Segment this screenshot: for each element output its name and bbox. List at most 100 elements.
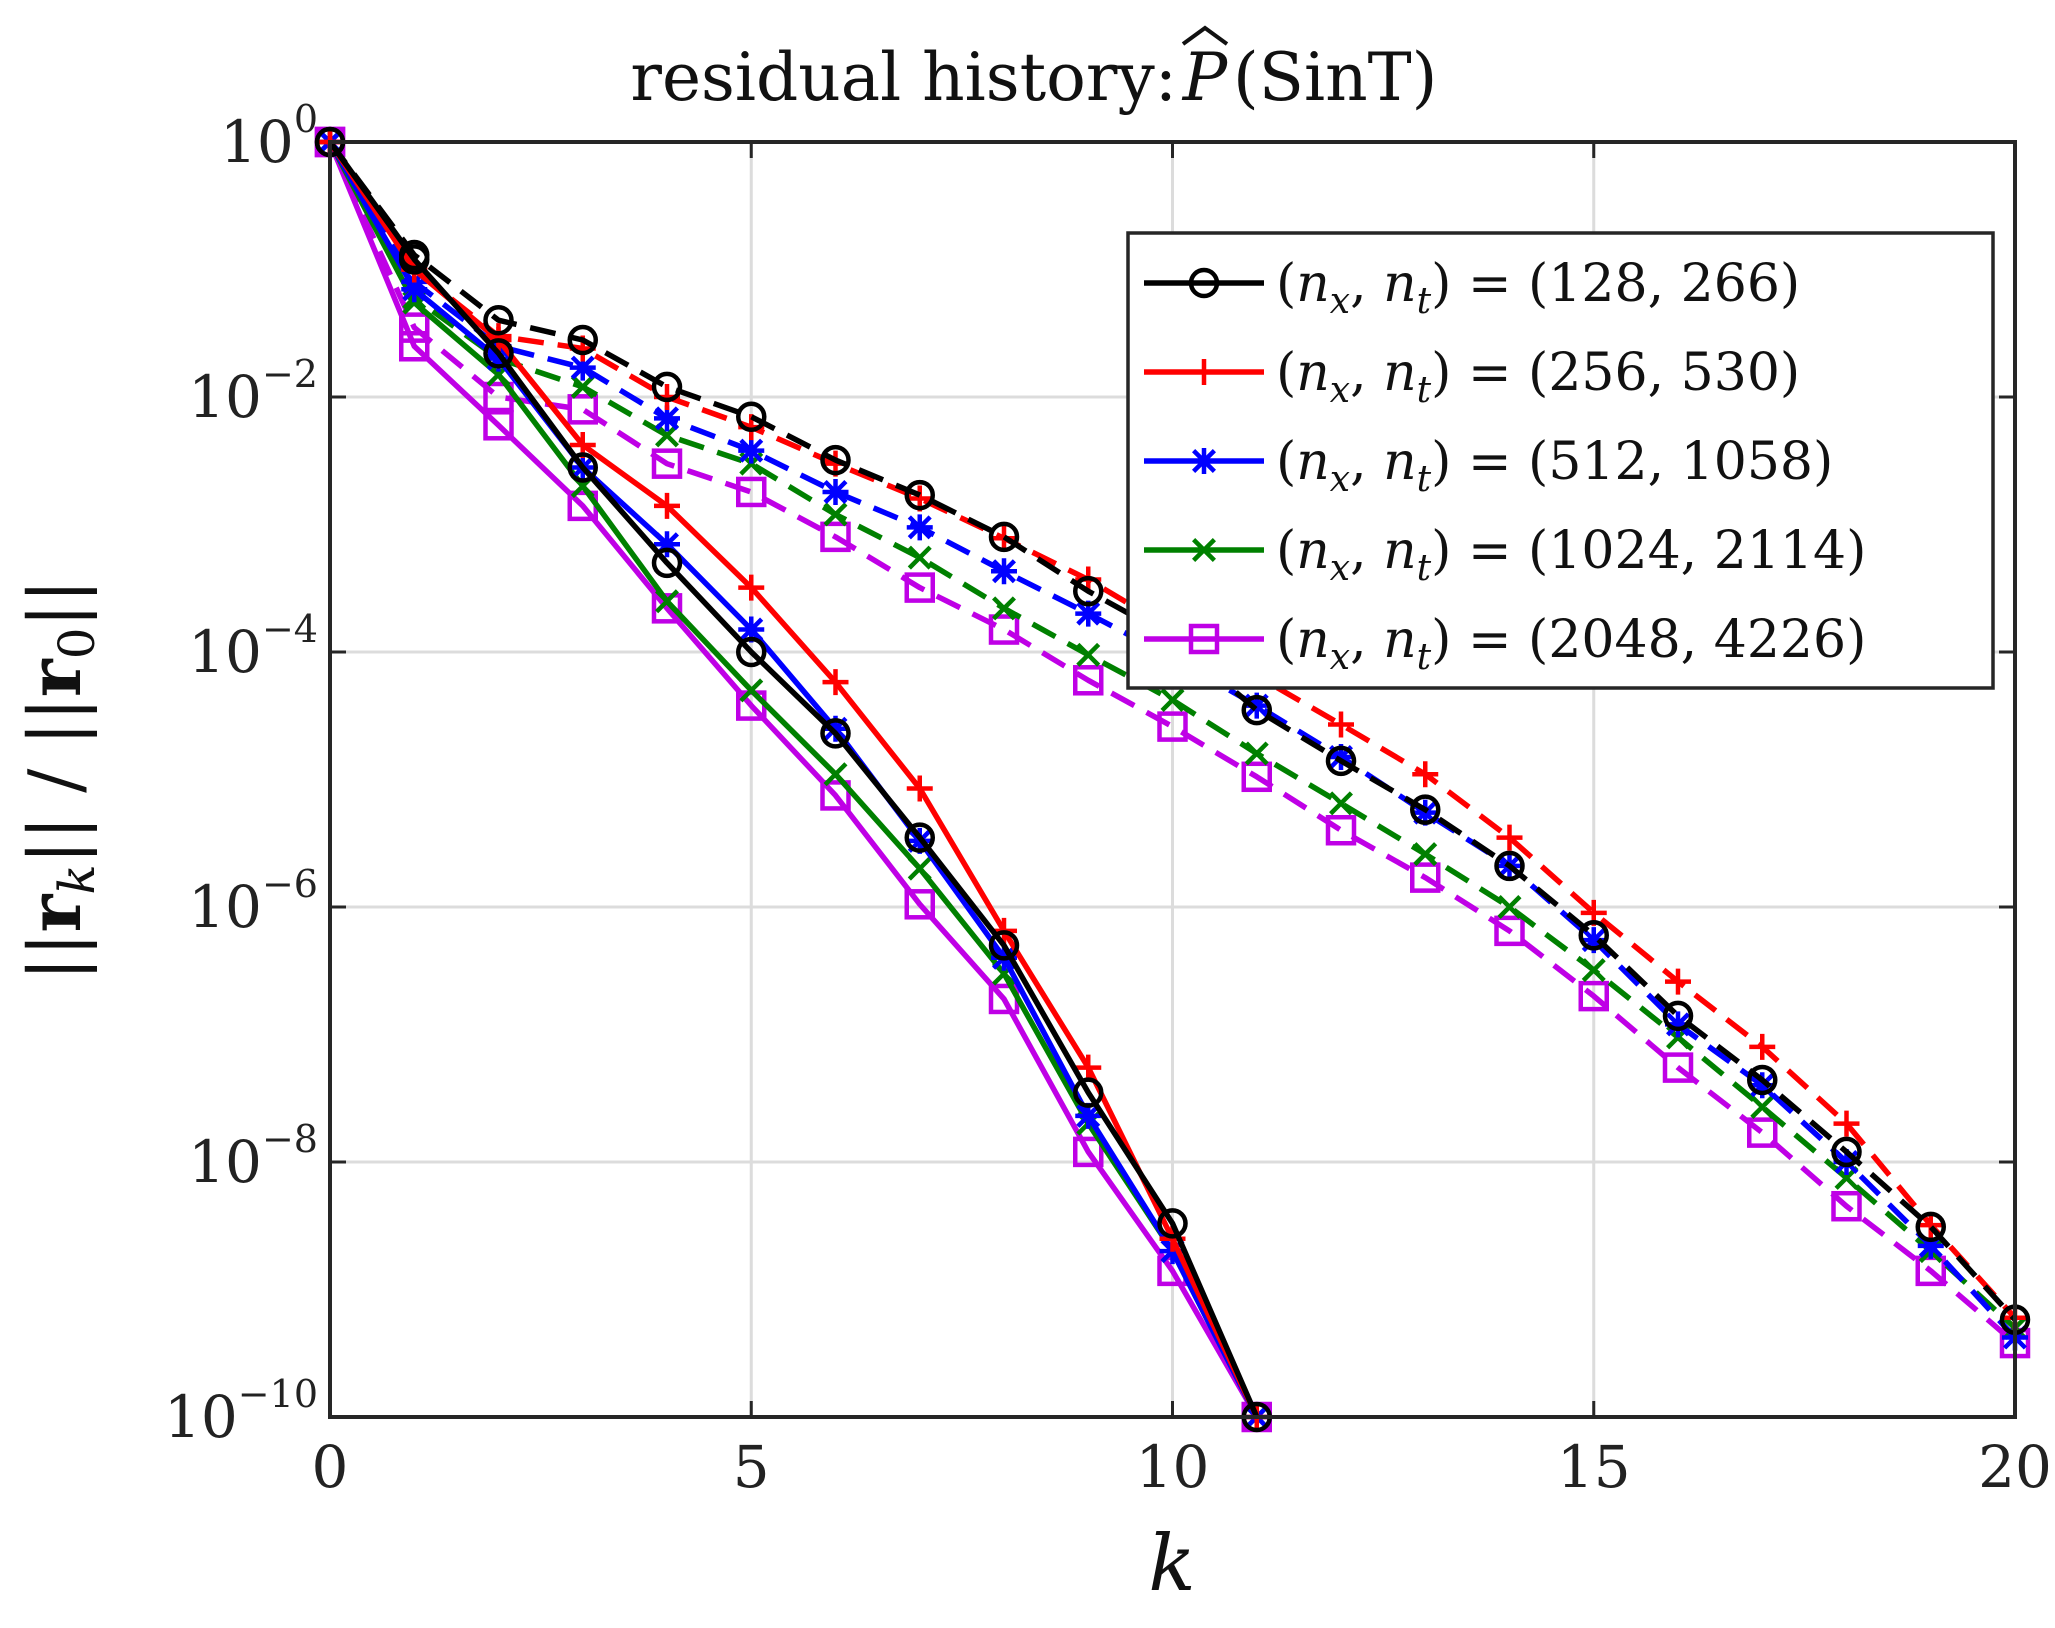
series-0-dashed-point xyxy=(651,371,683,403)
series-4-dashed-point xyxy=(1157,711,1188,742)
legend-item-0: (nx, nt) = (128, 266) xyxy=(1144,254,1800,322)
series-0-solid-point xyxy=(736,636,767,668)
series-4-dashed-point xyxy=(1578,980,1609,1012)
series-2-dashed-point xyxy=(738,437,765,464)
series-3-solid-point xyxy=(739,678,764,703)
series-0-dashed-point xyxy=(1241,694,1272,726)
y-tick-label: 10−4 xyxy=(188,607,318,686)
y-axis-label: ||rk|| / ||r0|| xyxy=(12,579,106,981)
series-4-dashed-point xyxy=(1410,862,1441,893)
series-2-dashed-point xyxy=(991,558,1017,585)
y-tick-label: 10−2 xyxy=(188,352,318,431)
legend: (nx, nt) = (128, 266) (nx, nt) = (256, 53… xyxy=(1126,231,1995,690)
legend-marker xyxy=(1192,538,1216,562)
series-2-dashed-point xyxy=(1243,692,1270,719)
series-1-solid-point xyxy=(906,775,933,802)
series-0-dashed-point xyxy=(1662,1000,1694,1032)
series-0-dashed-point xyxy=(1494,850,1525,882)
series-2-dashed-point xyxy=(1075,600,1102,627)
series-2-solid-line xyxy=(327,140,1260,1419)
series-0-solid-point xyxy=(483,338,514,369)
series-0-dashed-point xyxy=(988,521,1020,553)
series-0-solid-point xyxy=(399,244,430,275)
series-0-solid-point xyxy=(1157,1208,1188,1239)
x-tick-label: 20 xyxy=(1978,1433,2052,1501)
series-1-dashed-point xyxy=(1412,761,1439,788)
legend-marker xyxy=(1191,448,1217,474)
chart-title-symbol: P xyxy=(1182,39,1229,116)
series-3-dashed-point xyxy=(823,502,848,527)
series-0-dashed-point xyxy=(1831,1136,1862,1168)
series-2-solid-point xyxy=(738,616,765,643)
series-3-dashed-point xyxy=(1244,741,1269,766)
series-2-solid-point xyxy=(1075,1102,1102,1129)
series-3-dashed-point xyxy=(1413,842,1438,867)
series-3-dashed-point xyxy=(1750,1095,1775,1119)
series-1-solid-point xyxy=(654,492,680,519)
chart-title-prefix: residual history: xyxy=(630,39,1177,116)
series-0-solid-line xyxy=(327,140,1260,1419)
legend-item-3: (nx, nt) = (1024, 2114) xyxy=(1144,521,1866,589)
series-0-dashed-point xyxy=(1747,1064,1778,1096)
series-4-dashed-point xyxy=(1073,665,1104,696)
legend-box xyxy=(1126,231,1995,690)
series-0-solid-point xyxy=(567,452,598,483)
series-2-dashed-point xyxy=(906,514,933,541)
series-4-solid-point xyxy=(483,410,514,441)
legend-marker xyxy=(1191,359,1217,385)
grid-lines xyxy=(330,142,2015,1417)
y-axis-label-text: ||rk|| / ||r0|| xyxy=(12,579,106,981)
chart-title: residual history: P (SinT) xyxy=(630,25,1437,116)
series-3-solid-line xyxy=(327,140,1260,1419)
series-0-dashed-point xyxy=(1410,794,1441,825)
x-tick-label: 0 xyxy=(312,1433,349,1501)
series-4-solid-point xyxy=(651,593,683,624)
series-1-dashed-point xyxy=(1749,1033,1776,1060)
series-3-solid-point xyxy=(823,762,848,787)
series-3-dashed-point xyxy=(992,596,1016,621)
legend-marker xyxy=(1188,623,1220,655)
series-0-dashed-point xyxy=(483,304,514,336)
series-1-solid-point xyxy=(1075,1054,1102,1081)
series-3-dashed-point xyxy=(907,545,932,570)
legend-item-4: (nx, nt) = (2048, 4226) xyxy=(1144,610,1866,678)
legend-label: (nx, nt) = (2048, 4226) xyxy=(1276,610,1866,678)
series-0-solid-point xyxy=(904,822,935,853)
series-4-dashed-point xyxy=(1241,761,1272,793)
series-4-solid-point xyxy=(1073,1136,1104,1168)
series-3-dashed-point xyxy=(1076,642,1101,667)
y-tick-label: 10−8 xyxy=(188,1117,318,1196)
series-4-dashed-point xyxy=(1747,1117,1778,1148)
series-0-dashed-point xyxy=(820,444,851,476)
series-1-solid-point xyxy=(738,574,765,601)
series-0-dashed-point xyxy=(1578,920,1609,951)
series-4-dashed-point xyxy=(651,448,683,479)
legend-label: (nx, nt) = (256, 530) xyxy=(1276,343,1800,411)
series-4-dashed-point xyxy=(1831,1190,1862,1222)
series-2-dashed-point xyxy=(1665,1011,1691,1038)
series-3-dashed-point xyxy=(1497,895,1522,919)
x-tick-label: 15 xyxy=(1557,1433,1631,1501)
series-4-dashed-point xyxy=(567,394,598,425)
series-4-dashed-point xyxy=(1662,1052,1694,1083)
series-3-dashed-point xyxy=(1329,791,1353,816)
series-0-solid-point xyxy=(1073,1077,1104,1108)
series-0 xyxy=(314,126,2031,1433)
series-2-dashed-point xyxy=(1749,1072,1776,1099)
series-4-solid-point xyxy=(399,331,430,362)
series-4-dashed-point xyxy=(820,521,851,553)
series-2-dashed-point xyxy=(1917,1232,1944,1259)
series-0-dashed-point xyxy=(567,324,598,356)
legend-items: (nx, nt) = (128, 266) (nx, nt) = (256, 53… xyxy=(1144,254,1866,678)
series-0-solid-point xyxy=(820,718,851,749)
tick-marks xyxy=(328,140,2017,1419)
x-tick-label: 10 xyxy=(1136,1433,1210,1501)
series-3-solid-point xyxy=(655,589,679,614)
series-4-dashed-point xyxy=(483,381,514,413)
series-0-dashed-line xyxy=(327,140,2018,1322)
series-3-dashed-point xyxy=(1160,688,1185,713)
series-4-dashed-point xyxy=(904,572,935,603)
series-0-dashed-point xyxy=(1915,1211,1946,1243)
x-tick-labels: 0 5 10 15 20 xyxy=(312,1433,2052,1501)
series-3-dashed-line xyxy=(327,140,2017,1330)
